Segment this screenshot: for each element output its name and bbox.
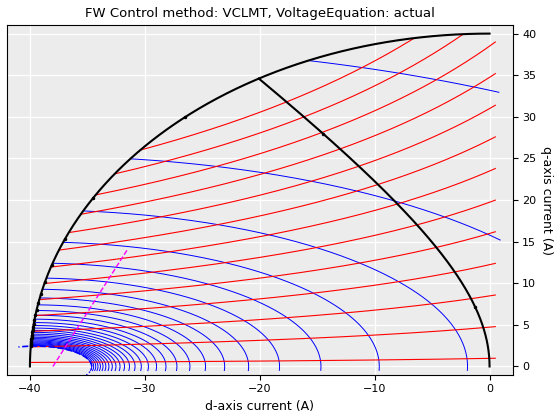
X-axis label: d-axis current (A): d-axis current (A) xyxy=(206,400,314,413)
Y-axis label: q-axis current (A): q-axis current (A) xyxy=(540,145,553,255)
Title: FW Control method: VCLMT, VoltageEquation: actual: FW Control method: VCLMT, VoltageEquatio… xyxy=(85,7,435,20)
